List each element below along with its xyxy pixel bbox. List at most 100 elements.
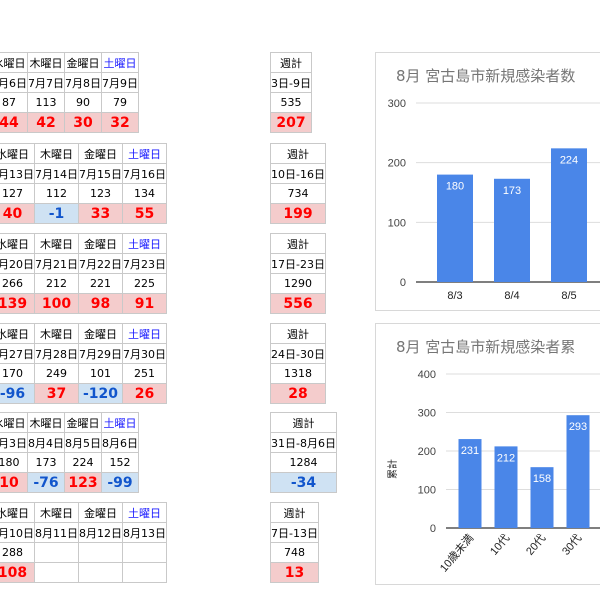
date-cell: 7月30日	[122, 343, 167, 364]
diff-cell: 40	[0, 203, 35, 224]
bar	[566, 415, 590, 528]
table-row: 31日-8月6日	[270, 432, 337, 453]
total-count-cell: 748	[270, 542, 319, 563]
daily-bar-chart: 0 100 200 300 180 8/3 173 8/4 224 8/5	[388, 98, 600, 302]
table-row: 水曜日木曜日金曜日土曜日	[0, 52, 139, 73]
diff-cell: 98	[78, 293, 123, 314]
count-cell: 173	[27, 452, 65, 473]
count-cell: 127	[0, 183, 35, 204]
y-tick-label: 100	[418, 485, 436, 497]
date-cell: 7月16日	[122, 163, 167, 184]
x-tick-label: 30代	[559, 532, 584, 558]
x-tick-label: 8/3	[447, 290, 462, 302]
date-cell: 7月22日	[78, 253, 123, 274]
range-cell: 24日-30日	[270, 343, 326, 364]
day-header: 水曜日	[0, 412, 28, 433]
table-row: 週計	[270, 52, 312, 73]
y-tick-label: 400	[418, 369, 436, 381]
table-row: 1318	[270, 363, 326, 384]
table-row: 170 249 101 251	[0, 363, 167, 384]
count-cell	[34, 542, 79, 563]
day-header: 土曜日	[101, 412, 139, 433]
bar	[494, 178, 530, 282]
date-cell: 7月14日	[34, 163, 79, 184]
table-row: 水曜日木曜日金曜日土曜日	[0, 502, 167, 523]
diff-cell: 123	[64, 472, 102, 493]
diff-cell: 30	[64, 112, 102, 133]
table-row: 週計	[270, 323, 326, 344]
y-tick-label: 100	[388, 217, 406, 229]
weekly-total-table: 週計 17日-23日 1290 556	[270, 233, 326, 314]
date-cell: 8月3日	[0, 432, 28, 453]
y-tick-label: 0	[430, 523, 436, 535]
count-cell: 224	[64, 452, 102, 473]
weekly-total-table: 週計 10日-16日 734 199	[270, 143, 326, 224]
daily-table: 水曜日木曜日金曜日土曜日7月20日7月21日7月22日7月23日26621222…	[0, 233, 167, 314]
table-row: 週計	[270, 412, 337, 433]
count-cell: 225	[122, 273, 167, 294]
day-header: 金曜日	[64, 412, 102, 433]
data-label: 231	[461, 445, 479, 457]
chart-title: 8月 宮古島市新規感染者数	[396, 67, 576, 85]
count-cell: 112	[34, 183, 79, 204]
table-row: -34	[270, 472, 337, 493]
daily-table: 水曜日木曜日金曜日土曜日8月3日8月4日8月5日8月6日180173224152…	[0, 412, 139, 493]
diff-cell: -96	[0, 383, 35, 404]
table-row: 8月3日8月4日8月5日8月6日	[0, 432, 139, 453]
weekly-total-table: 週計 7日-13日 748 13	[270, 502, 319, 583]
date-cell: 8月11日	[34, 522, 79, 543]
range-cell: 31日-8月6日	[270, 432, 337, 453]
x-tick-label: 8/5	[561, 290, 576, 302]
table-row: 8月10日8月11日8月12日8月13日	[0, 522, 167, 543]
table-row: -96 37 -120 26	[0, 383, 167, 404]
date-cell: 7月15日	[78, 163, 123, 184]
day-header: 木曜日	[27, 52, 65, 73]
table-row: 7月27日7月28日7月29日7月30日	[0, 343, 167, 364]
count-cell: 249	[34, 363, 79, 384]
diff-cell: -120	[78, 383, 123, 404]
date-cell: 8月6日	[101, 432, 139, 453]
date-cell: 7月20日	[0, 253, 35, 274]
weekly-header: 週計	[270, 502, 319, 523]
x-tick-label: 10代	[487, 532, 512, 558]
day-header: 水曜日	[0, 52, 28, 73]
table-row: 10日-16日	[270, 163, 326, 184]
day-header: 土曜日	[122, 502, 167, 523]
count-cell	[122, 542, 167, 563]
total-diff-cell: 13	[270, 562, 319, 583]
total-count-cell: 535	[270, 92, 312, 113]
diff-cell	[122, 562, 167, 583]
count-cell: 123	[78, 183, 123, 204]
data-label: 293	[569, 421, 587, 433]
range-cell: 10日-16日	[270, 163, 326, 184]
table-row: 13	[270, 562, 319, 583]
x-tick-label: 8/4	[504, 290, 519, 302]
date-cell: 7月9日	[101, 72, 139, 93]
daily-table: 水曜日木曜日金曜日土曜日7月27日7月28日7月29日7月30日17024910…	[0, 323, 167, 404]
date-cell: 7月28日	[34, 343, 79, 364]
diff-cell: 10	[0, 472, 28, 493]
table-row: 水曜日木曜日金曜日土曜日	[0, 143, 167, 164]
data-label: 212	[497, 452, 515, 464]
count-cell: 180	[0, 452, 28, 473]
total-count-cell: 1318	[270, 363, 326, 384]
day-header: 土曜日	[122, 233, 167, 254]
table-row: 10 -76 123 -99	[0, 472, 139, 493]
day-header: 土曜日	[122, 323, 167, 344]
chart-title: 8月 宮古島市新規感染者累	[396, 338, 576, 356]
date-cell: 7月13日	[0, 163, 35, 184]
bar	[530, 467, 554, 528]
data-label: 173	[503, 185, 521, 197]
table-row: 週計	[270, 502, 319, 523]
date-cell: 8月4日	[27, 432, 65, 453]
chart-panel-daily: 8月 宮古島市新規感染者数 0 100 200 300 180 8/3 173 8/4 224 8…	[375, 52, 600, 311]
table-row: 44 42 30 32	[0, 112, 139, 133]
date-cell: 8月5日	[64, 432, 102, 453]
table-row: 180 173 224 152	[0, 452, 139, 473]
weekly-total-table: 週計 31日-8月6日 1284 -34	[270, 412, 337, 493]
y-tick-label: 200	[388, 158, 406, 170]
bar	[437, 174, 473, 282]
total-diff-cell: 207	[270, 112, 312, 133]
y-tick-label: 300	[418, 408, 436, 420]
day-header: 水曜日	[0, 143, 35, 164]
